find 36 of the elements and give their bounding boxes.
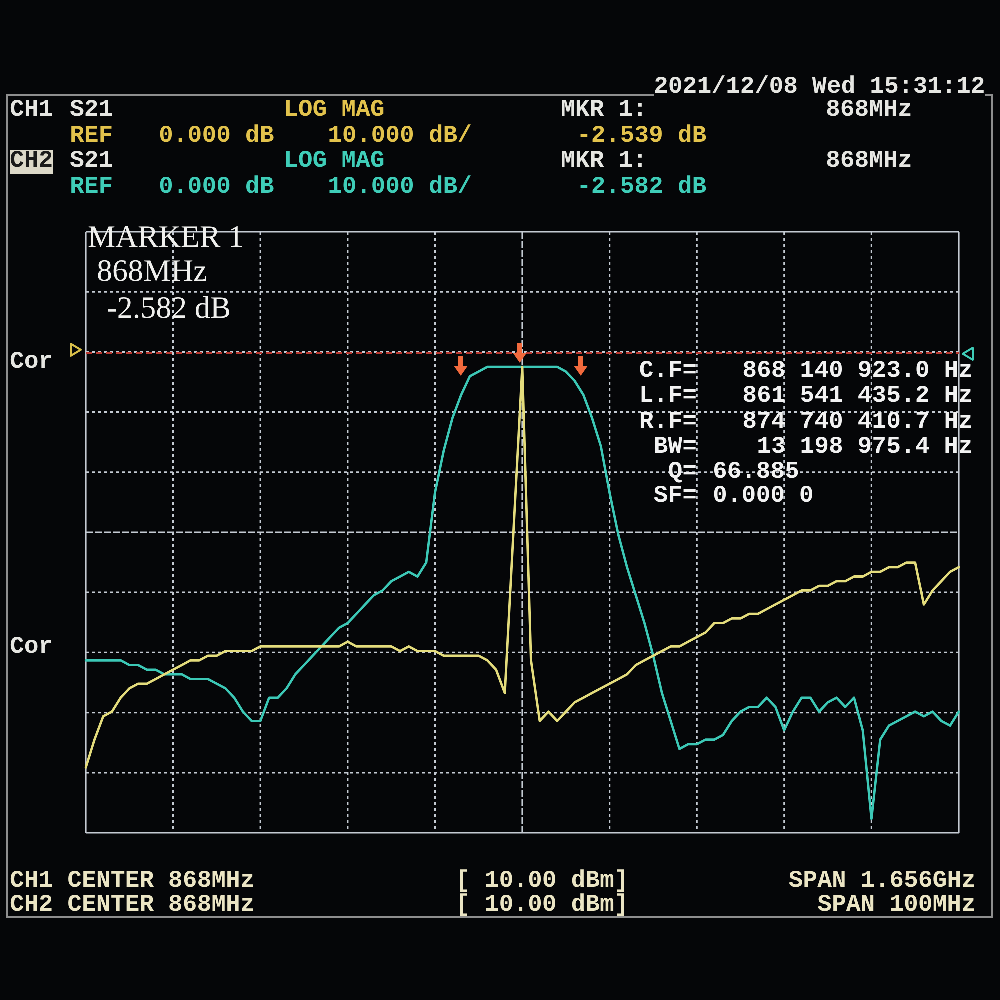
text: [ 10.00 dBm]: [456, 868, 629, 895]
text: [ 10.00 dBm]: [456, 892, 629, 919]
text: 0.000 dB: [159, 174, 274, 201]
text: 868MHz: [97, 252, 208, 288]
text: Cor: [10, 634, 54, 661]
annotation: 0.000 0: [713, 483, 814, 510]
text: 868MHz: [826, 148, 912, 175]
annotation: SF=: [654, 483, 697, 510]
text: -2.582 dB: [577, 174, 707, 201]
text: SPAN 1.656GHz: [788, 868, 976, 895]
text: 10.000 dB/: [328, 123, 472, 150]
text: Cor: [10, 349, 54, 376]
annotation: 66.885: [713, 459, 800, 486]
text: MKR 1:: [561, 97, 648, 124]
text: CH2 CENTER 868MHz: [10, 892, 255, 919]
text: LOG MAG: [284, 97, 385, 124]
text: MKR 1:: [561, 148, 648, 175]
text: S21: [70, 97, 114, 124]
annotation: BW=: [654, 434, 697, 461]
text: -2.582 dB: [107, 290, 231, 324]
text: 2021/12/08 Wed 15:31:12: [654, 74, 986, 101]
annotation: Q=: [668, 459, 697, 486]
annotation: R.F=: [639, 409, 697, 436]
text: CH2: [10, 148, 54, 175]
text: 0.000 dB: [159, 123, 274, 150]
text: CH1: [10, 97, 54, 124]
text: 10.000 dB/: [328, 174, 472, 201]
text: SPAN 100MHz: [818, 892, 976, 919]
text: -2.539 dB: [577, 123, 707, 150]
annotation: C.F=: [639, 358, 697, 385]
text: REF: [70, 174, 114, 201]
annotation: L.F=: [639, 383, 697, 410]
text: LOG MAG: [284, 148, 385, 175]
text: S21: [70, 148, 114, 175]
text: REF: [70, 123, 114, 150]
text: CH1 CENTER 868MHz: [10, 868, 255, 895]
